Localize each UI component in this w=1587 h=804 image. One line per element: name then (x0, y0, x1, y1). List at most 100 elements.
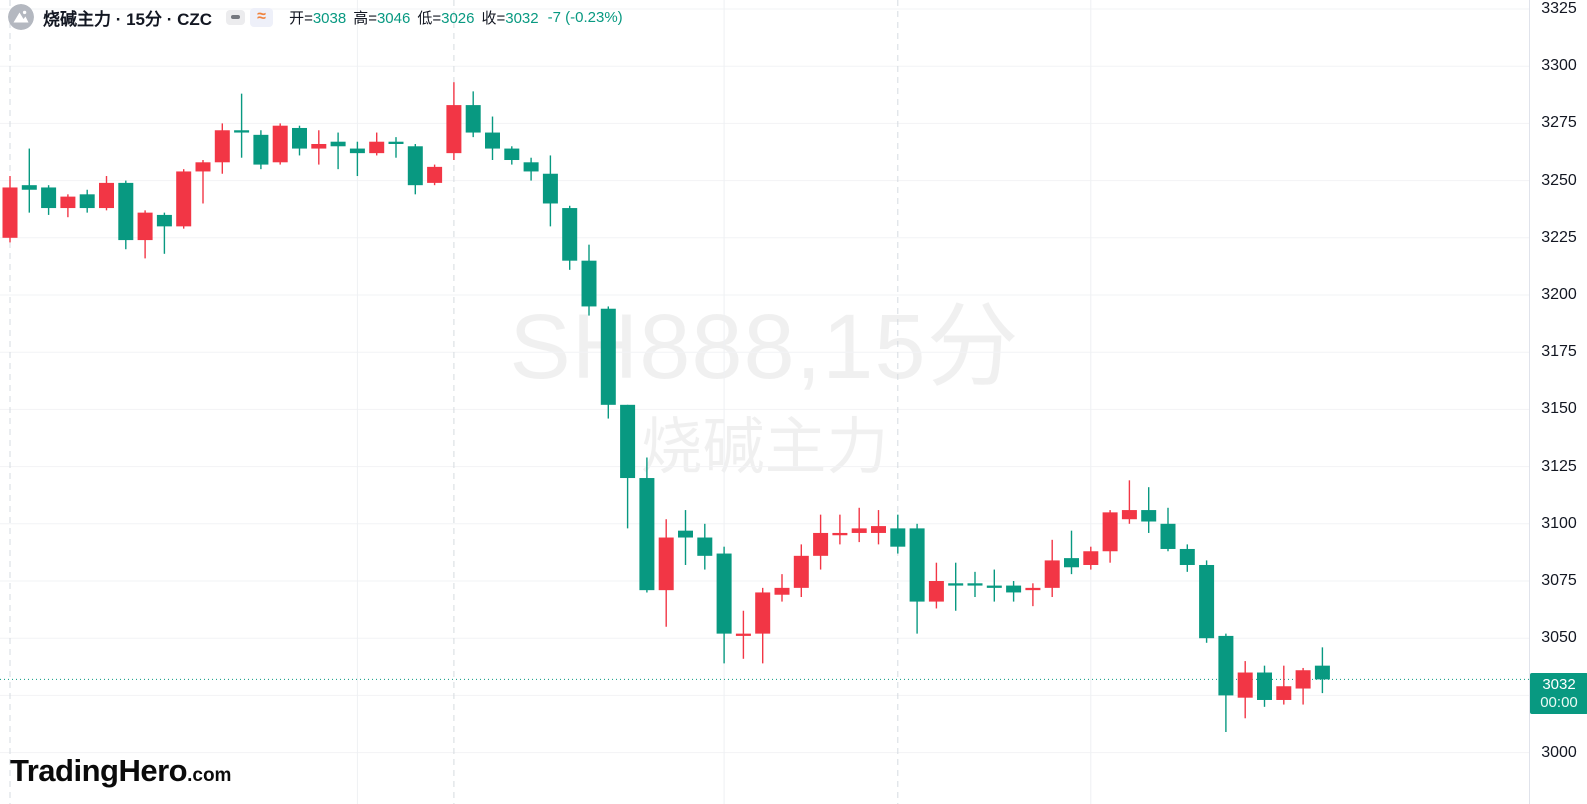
candle-body (1257, 672, 1272, 700)
candle (1025, 583, 1041, 607)
candle (504, 146, 520, 165)
candle-body (639, 478, 655, 591)
candle-body (1295, 670, 1311, 689)
candle-body (774, 587, 790, 595)
approx-button[interactable]: ≈ (250, 7, 274, 27)
candle (678, 510, 693, 565)
candle (909, 523, 925, 634)
candle-body (79, 194, 95, 209)
candle (349, 141, 365, 177)
candle-body (1141, 510, 1157, 522)
candle (986, 569, 1002, 602)
price-axis-label: 3150 (1541, 400, 1577, 418)
legend-collapse-button[interactable] (226, 9, 246, 25)
candle-body (195, 162, 211, 172)
candle (600, 306, 616, 419)
candle (813, 514, 829, 570)
candle (156, 212, 172, 254)
candle (1179, 544, 1195, 572)
candle (21, 148, 37, 213)
candle-body (21, 185, 37, 190)
candle (967, 571, 983, 598)
candle-body (156, 214, 172, 227)
candle (620, 404, 636, 529)
candle (542, 155, 558, 227)
candle-body (967, 583, 983, 586)
candle-body (1006, 585, 1022, 593)
candle-body (292, 127, 307, 149)
candle (1083, 546, 1099, 570)
candle-body (928, 581, 944, 602)
candle-body (813, 532, 829, 556)
price-axis[interactable]: 3325 3300 3275 3250 3225 3200 3175 3150 3125 3100… (1529, 0, 1587, 804)
candle-body (948, 583, 964, 586)
candle (1064, 530, 1079, 575)
candle (1044, 539, 1060, 598)
candle-body (272, 125, 288, 163)
ohlc-close: 收=3032 (481, 9, 539, 27)
price-axis-label: 3125 (1541, 457, 1577, 475)
price-axis-label: 3250 (1541, 171, 1577, 189)
candle (523, 157, 539, 181)
candle-body (909, 528, 925, 602)
candle-body (678, 530, 693, 538)
candle (658, 519, 674, 627)
candle-body (407, 146, 423, 186)
logo-brand-text: TradingHero (10, 753, 188, 788)
candle-body (600, 308, 616, 405)
candle-body (735, 633, 751, 636)
candle-body (851, 528, 867, 533)
candle-body (60, 196, 76, 209)
candle (446, 82, 462, 161)
ohlc-low: 低=3026 (417, 9, 475, 27)
candle (639, 457, 655, 593)
candle-body (832, 532, 848, 536)
candle (99, 176, 114, 211)
candle (234, 93, 250, 158)
candle (716, 546, 732, 664)
candle (735, 610, 751, 659)
candle (369, 132, 385, 156)
price-axis-label: 3050 (1541, 629, 1577, 647)
candle-body (99, 182, 114, 209)
candle-body (330, 141, 346, 147)
candle-body (620, 404, 636, 479)
candle-body (214, 130, 230, 163)
candle-body (890, 528, 906, 547)
price-axis-label: 3225 (1541, 228, 1577, 246)
candle (79, 189, 95, 213)
candle-body (658, 537, 674, 591)
candle (1160, 507, 1176, 552)
candle-body (41, 187, 57, 209)
candle (427, 164, 443, 186)
candle-body (446, 105, 462, 154)
candlestick-chart[interactable] (0, 0, 1529, 804)
candle-body (1160, 523, 1176, 549)
candle (928, 562, 944, 609)
candle-body (1218, 635, 1234, 696)
candle (407, 143, 423, 195)
ohlc-readout: 开=3038 高=3046 低=3026 收=3032 -7 (-0.23%) (289, 7, 623, 28)
candle (697, 523, 713, 570)
minus-icon (231, 15, 241, 19)
candle-body (1025, 587, 1041, 591)
candle-body (697, 537, 713, 556)
candle-body (176, 171, 192, 227)
candle (272, 123, 288, 165)
price-axis-label: 3300 (1541, 57, 1577, 75)
price-axis-label: 3200 (1541, 286, 1577, 303)
candle-body (1044, 560, 1060, 588)
ohlc-change: -7 (-0.23%) (547, 8, 623, 26)
candle-body (253, 134, 269, 165)
candle (1295, 667, 1311, 705)
candle (388, 137, 404, 158)
candle (1121, 480, 1137, 524)
candle (1314, 647, 1330, 694)
candle (1237, 661, 1253, 719)
candle (60, 194, 76, 218)
price-axis-label: 3000 (1541, 743, 1577, 761)
candle (1006, 581, 1022, 602)
candle-body (349, 148, 365, 154)
candle (562, 205, 578, 270)
candle-body (542, 173, 558, 204)
